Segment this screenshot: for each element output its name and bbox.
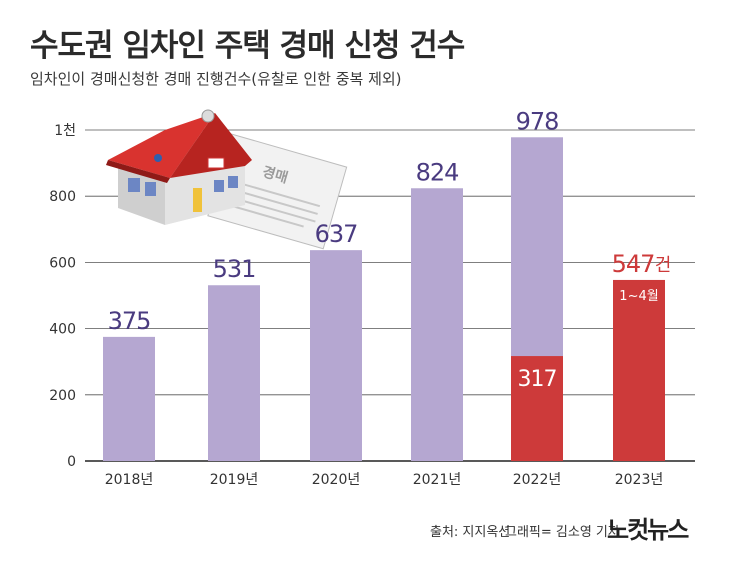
bar: [613, 279, 665, 461]
chart-subtitle: 임차인이 경매신청한 경매 진행건수(유찰로 인한 중복 제외): [30, 70, 402, 88]
bar-highlight-segment: [511, 356, 563, 461]
y-tick-label: 1천: [54, 123, 76, 139]
graphic-credit-text: 그래픽= 김소영 기자: [505, 525, 620, 540]
house-on-auction-document-icon: 경매: [106, 109, 348, 250]
bar: [103, 336, 155, 461]
bar: [208, 285, 260, 461]
x-tick-label: 2018년: [105, 472, 154, 488]
data-label-2023: 547: [612, 250, 655, 278]
y-tick-label: 800: [49, 189, 76, 205]
y-tick-label: 200: [49, 388, 76, 404]
y-tick-label: 0: [67, 454, 76, 470]
paper-auction-text: 경매: [260, 163, 289, 186]
bar: [411, 188, 463, 462]
x-tick-label: 2021년: [413, 472, 462, 488]
data-label: 637: [315, 220, 358, 248]
x-tick-label: 2022년: [513, 472, 562, 488]
source-text: 출처: 지지옥션: [430, 525, 511, 540]
y-tick-label: 600: [49, 255, 76, 271]
data-label-2023-suffix: 건: [655, 255, 672, 276]
x-tick-label: 2020년: [312, 472, 361, 488]
data-label-highlight: 317: [518, 367, 557, 392]
data-label: 531: [213, 255, 256, 283]
news-logo: 노컷뉴스: [607, 516, 689, 544]
x-tick-label: 2023년: [615, 472, 664, 488]
chart-title: 수도권 임차인 주택 경매 신청 건수: [30, 28, 465, 64]
y-tick-label: 400: [49, 322, 76, 338]
data-label: 978: [516, 107, 559, 135]
bar: [310, 250, 362, 461]
data-label: 824: [416, 158, 459, 186]
data-label: 375: [108, 307, 151, 335]
period-label-2023: 1~4월: [619, 289, 658, 304]
x-tick-label: 2019년: [210, 472, 259, 488]
